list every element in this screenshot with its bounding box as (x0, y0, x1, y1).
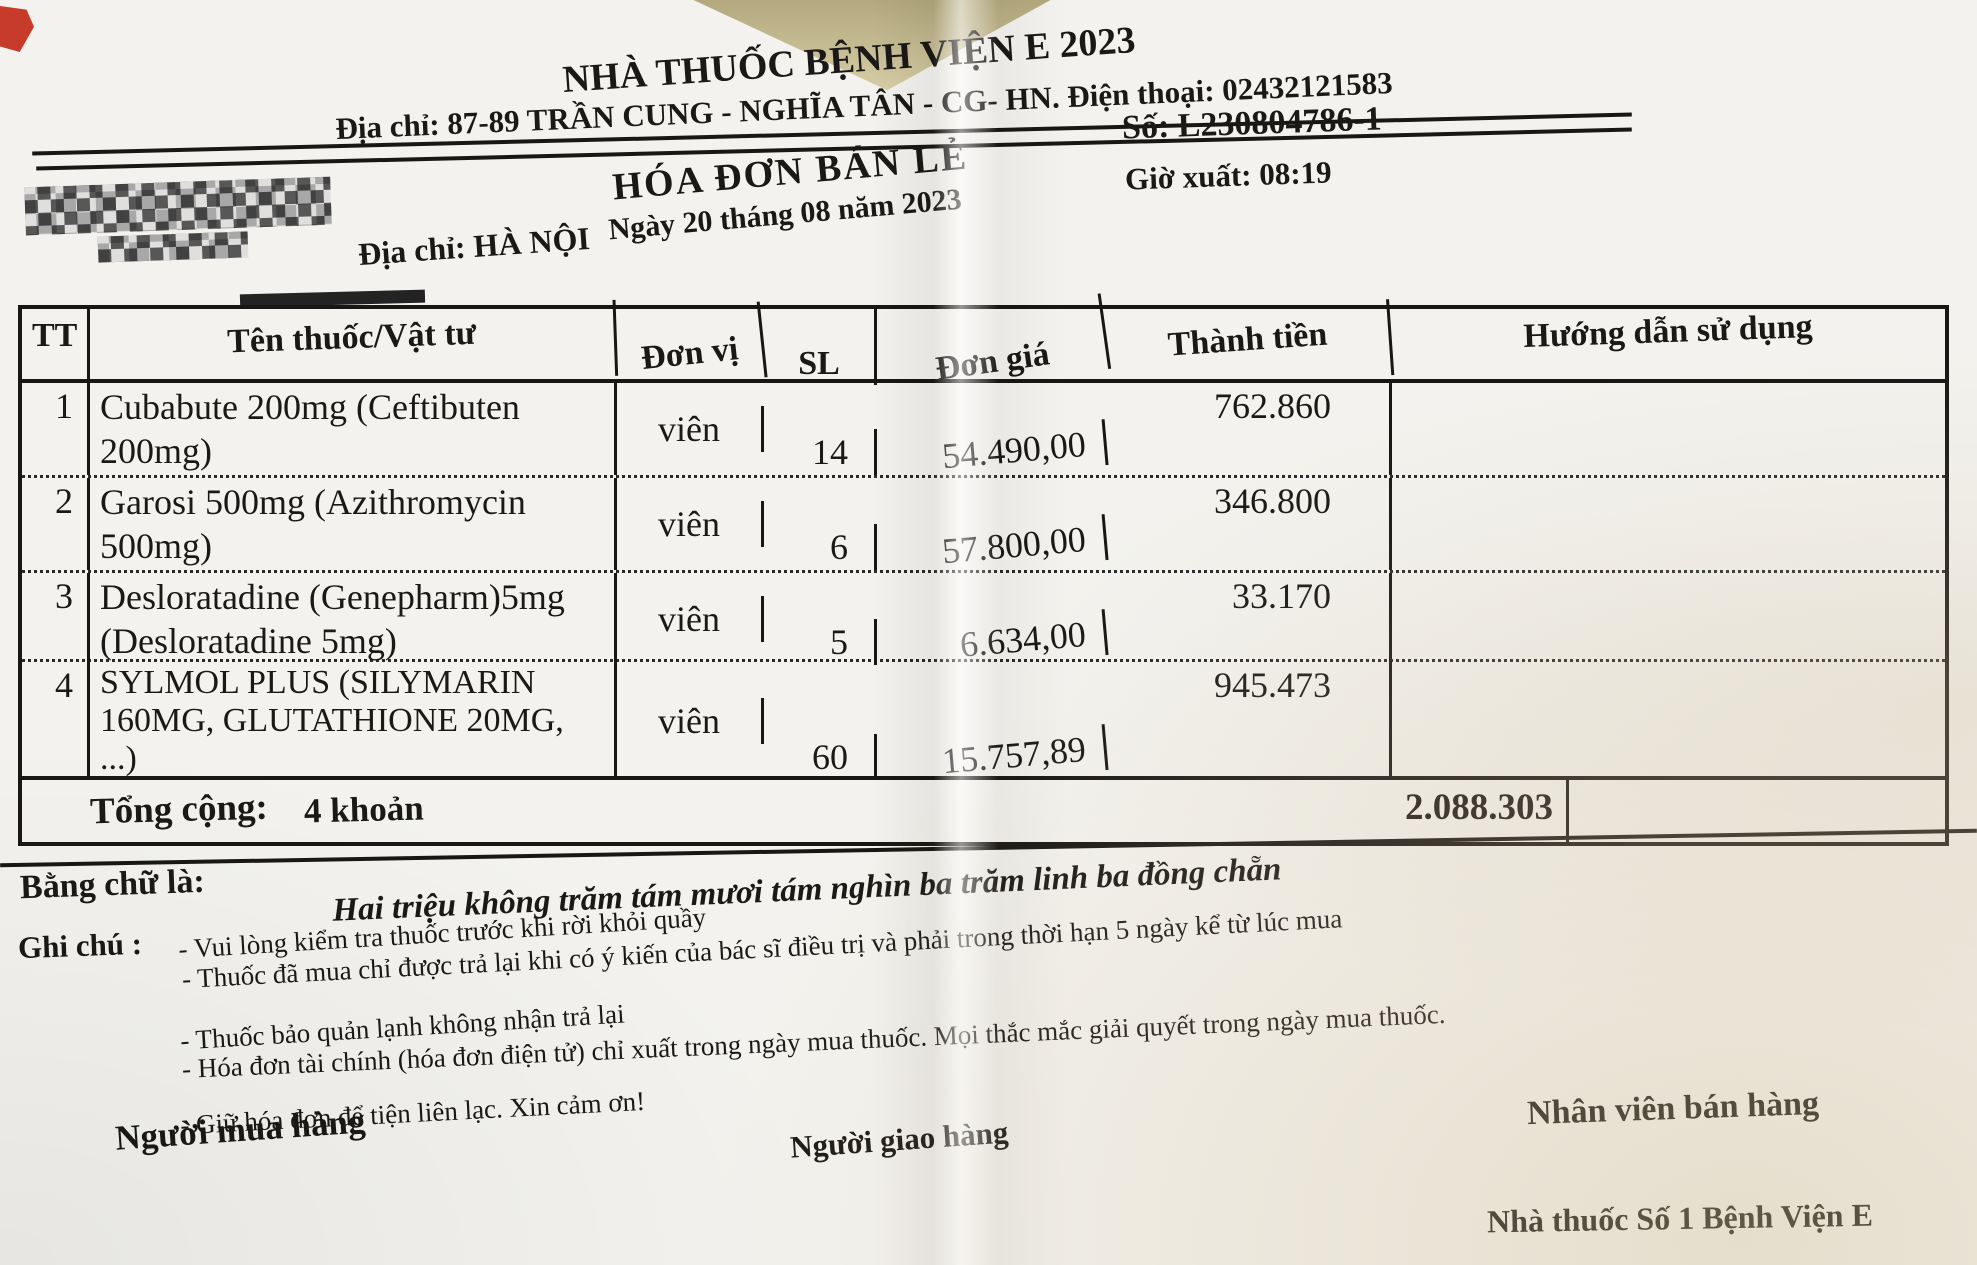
row-index: 1 (22, 383, 90, 475)
line-amount: 33.170 (1107, 573, 1392, 665)
usage-instructions (1392, 383, 1945, 475)
invoice-number-line: Số: L230804786-1 (1121, 100, 1382, 147)
total-count: 4 khoản (303, 788, 425, 831)
unit: viên (617, 596, 764, 642)
issue-time-label: Giờ xuất: (1124, 157, 1253, 197)
row-index: 2 (22, 478, 90, 570)
deliverer-signature-caption: Người giao hàng (789, 1114, 1010, 1165)
quantity: 5 (764, 619, 877, 665)
invoice-number-label: Số: (1121, 107, 1170, 147)
line-amount: 762.860 (1107, 383, 1392, 475)
issue-time-value: 08:19 (1258, 154, 1333, 192)
header-thanh-tien: Thành tiền (1104, 299, 1395, 395)
quantity: 6 (764, 524, 877, 570)
table-row: 1 Cubabute 200mg (Ceftibuten 200mg) viên … (22, 383, 1945, 485)
amount-in-words-label: Bằng chữ là: (19, 862, 206, 907)
total-label: Tổng cộng: (89, 786, 269, 833)
header-tt: TT (22, 309, 90, 385)
usage-instructions (1392, 573, 1945, 665)
items-table: TT Tên thuốc/Vật tư Đơn vị SL Đơn giá Th… (18, 293, 1949, 846)
unit: viên (617, 406, 764, 452)
customer-address: Địa chỉ: HÀ NỘI (356, 219, 591, 273)
drug-name: Desloratadine (Genepharm)5mg (Desloratadi… (90, 573, 617, 665)
header-ten-thuoc: Tên thuốc/Vật tư (88, 299, 619, 395)
redacted-customer-name (24, 176, 332, 236)
redacted-customer-detail (97, 231, 249, 263)
unit-price: 57.800,00 (875, 514, 1109, 580)
header-sl: SL (764, 309, 877, 385)
total-right-divider (1566, 780, 1569, 842)
total-row: Tổng cộng: 4 khoản 2.088.303 (22, 776, 1945, 842)
header-don-vi: Đơn vị (613, 301, 768, 393)
header-huong-dan: Hướng dẫn sử dụng (1522, 307, 1814, 356)
table-row: 4 SYLMOL PLUS (SILYMARIN 160MG, GLUTATHIO… (22, 662, 1945, 790)
row-index: 3 (22, 573, 90, 665)
red-stamp-mark (0, 6, 34, 52)
unit-price: 54.490,00 (875, 419, 1109, 485)
quantity: 60 (764, 734, 877, 780)
pharmacy-name-caption: Nhà thuốc Số 1 Bệnh Viện E (1486, 1196, 1874, 1240)
drug-name: Garosi 500mg (Azithromycin 500mg) (90, 478, 617, 570)
drug-name: Cubabute 200mg (Ceftibuten 200mg) (90, 383, 617, 475)
seller-signature-caption: Nhân viên bán hàng (1526, 1084, 1820, 1133)
issue-time-line: Giờ xuất: 08:19 (1124, 154, 1332, 197)
unit: viên (617, 698, 764, 744)
usage-instructions (1392, 662, 1945, 780)
unit: viên (617, 501, 764, 547)
buyer-signature-caption: Người mua hàng (113, 1101, 367, 1158)
line-amount: 945.473 (1107, 662, 1392, 780)
row-index: 4 (22, 662, 90, 780)
invoice-number-value: L230804786-1 (1177, 100, 1383, 145)
usage-instructions (1392, 478, 1945, 570)
table-header-row: TT Tên thuốc/Vật tư Đơn vị SL Đơn giá Th… (22, 293, 1945, 401)
quantity: 14 (764, 429, 877, 475)
total-amount: 2.088.303 (1405, 787, 1553, 828)
table-row: 2 Garosi 500mg (Azithromycin 500mg) viên … (22, 478, 1945, 580)
notes-label: Ghi chú : (17, 925, 143, 966)
line-amount: 346.800 (1107, 478, 1392, 570)
drug-name: SYLMOL PLUS (SILYMARIN 160MG, GLUTATHIONE… (90, 662, 617, 780)
table-row: 3 Desloratadine (Genepharm)5mg (Deslorata… (22, 573, 1945, 675)
